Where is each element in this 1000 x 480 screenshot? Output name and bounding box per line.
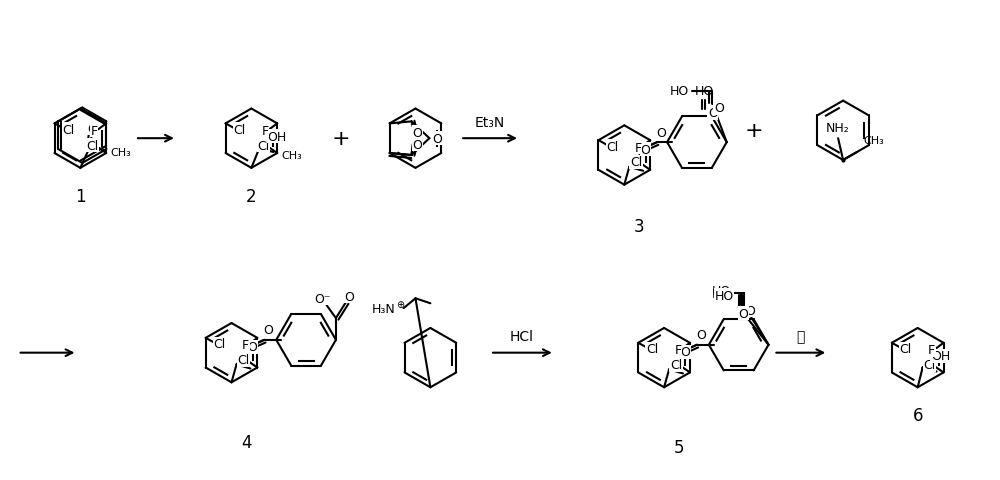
Text: O: O bbox=[696, 329, 706, 342]
Text: Cl: Cl bbox=[257, 139, 269, 152]
Text: CH₃: CH₃ bbox=[281, 151, 302, 161]
Text: Cl: Cl bbox=[900, 343, 912, 356]
Text: F: F bbox=[242, 338, 249, 351]
Text: Cl: Cl bbox=[237, 353, 250, 366]
Text: O: O bbox=[714, 102, 724, 115]
Text: F: F bbox=[928, 344, 935, 357]
Text: Cl: Cl bbox=[630, 156, 642, 169]
Text: Et₃N: Et₃N bbox=[475, 116, 505, 130]
Text: O⁻: O⁻ bbox=[315, 292, 331, 305]
Text: +: + bbox=[332, 129, 350, 149]
Text: HO: HO bbox=[670, 85, 689, 98]
Text: O: O bbox=[263, 324, 273, 337]
Text: HCl: HCl bbox=[510, 329, 534, 343]
Text: +: + bbox=[744, 121, 763, 141]
Text: O: O bbox=[413, 127, 422, 140]
Text: Cl: Cl bbox=[606, 140, 619, 153]
Text: Cl: Cl bbox=[86, 139, 98, 152]
Text: O: O bbox=[87, 122, 97, 135]
Text: O: O bbox=[247, 340, 257, 353]
Text: CH₃: CH₃ bbox=[863, 136, 884, 146]
Text: 碱: 碱 bbox=[796, 329, 805, 343]
Text: Cl: Cl bbox=[646, 343, 658, 356]
Text: NH₂: NH₂ bbox=[826, 121, 850, 134]
Text: HO: HO bbox=[695, 85, 714, 98]
Text: F: F bbox=[674, 344, 682, 357]
Text: Cl: Cl bbox=[213, 337, 226, 350]
Text: O: O bbox=[413, 138, 422, 151]
Text: O: O bbox=[739, 307, 749, 320]
Text: OH: OH bbox=[931, 349, 950, 362]
Text: 5: 5 bbox=[674, 438, 684, 456]
Text: H₃N: H₃N bbox=[372, 302, 396, 315]
Text: ⊕: ⊕ bbox=[396, 300, 405, 310]
Text: OH: OH bbox=[268, 131, 287, 144]
Text: CH₃: CH₃ bbox=[110, 148, 131, 158]
Text: Cl: Cl bbox=[62, 123, 75, 136]
Text: HO: HO bbox=[711, 284, 731, 297]
Text: O: O bbox=[656, 127, 666, 140]
Text: 1: 1 bbox=[75, 187, 86, 205]
Text: F: F bbox=[635, 141, 642, 154]
Text: F: F bbox=[262, 124, 269, 137]
Text: O: O bbox=[708, 107, 718, 120]
Text: Cl: Cl bbox=[923, 358, 936, 371]
Text: Cl: Cl bbox=[233, 123, 246, 136]
Text: 3: 3 bbox=[634, 218, 645, 236]
Text: Cl: Cl bbox=[670, 358, 682, 371]
Text: O: O bbox=[432, 132, 442, 145]
Text: O: O bbox=[344, 290, 354, 303]
Text: HO: HO bbox=[714, 289, 734, 302]
Text: F: F bbox=[91, 124, 98, 137]
Text: HO: HO bbox=[711, 287, 731, 300]
Text: 6: 6 bbox=[912, 406, 923, 424]
Text: O: O bbox=[640, 143, 650, 156]
Text: 4: 4 bbox=[241, 433, 252, 451]
Text: O: O bbox=[680, 346, 690, 359]
Text: 2: 2 bbox=[246, 187, 257, 205]
Text: O: O bbox=[746, 304, 756, 317]
